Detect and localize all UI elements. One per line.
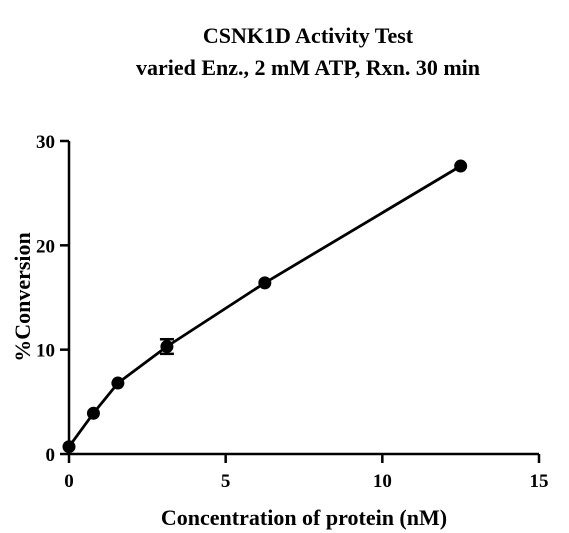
y-tick-label: 30 (36, 132, 55, 153)
x-tick-label: 5 (221, 471, 231, 492)
y-tick-label: 10 (36, 341, 55, 362)
plot-area (62, 159, 468, 454)
chart-subtitle: varied Enz., 2 mM ATP, Rxn. 30 min (136, 55, 480, 80)
x-tick-label: 15 (530, 471, 549, 492)
chart-title: CSNK1D Activity Test (203, 23, 414, 48)
y-ticks: 0 10 20 30 (36, 132, 69, 466)
y-tick-label: 0 (46, 445, 56, 466)
x-ticks: 0 5 10 15 (64, 454, 549, 492)
x-tick-label: 0 (64, 471, 74, 492)
x-axis: 0 5 10 15 (64, 452, 549, 492)
y-axis: 0 10 20 30 (36, 132, 71, 466)
data-point (111, 376, 125, 390)
y-tick-label: 20 (36, 236, 55, 257)
x-tick-label: 10 (373, 471, 392, 492)
data-point (62, 440, 76, 454)
data-point (258, 276, 272, 290)
data-point (160, 340, 174, 354)
x-axis-label: Concentration of protein (nM) (161, 505, 447, 530)
data-point (86, 406, 100, 420)
series-line (67, 164, 462, 448)
y-axis-label: %Conversion (10, 232, 35, 362)
data-point (454, 159, 468, 173)
